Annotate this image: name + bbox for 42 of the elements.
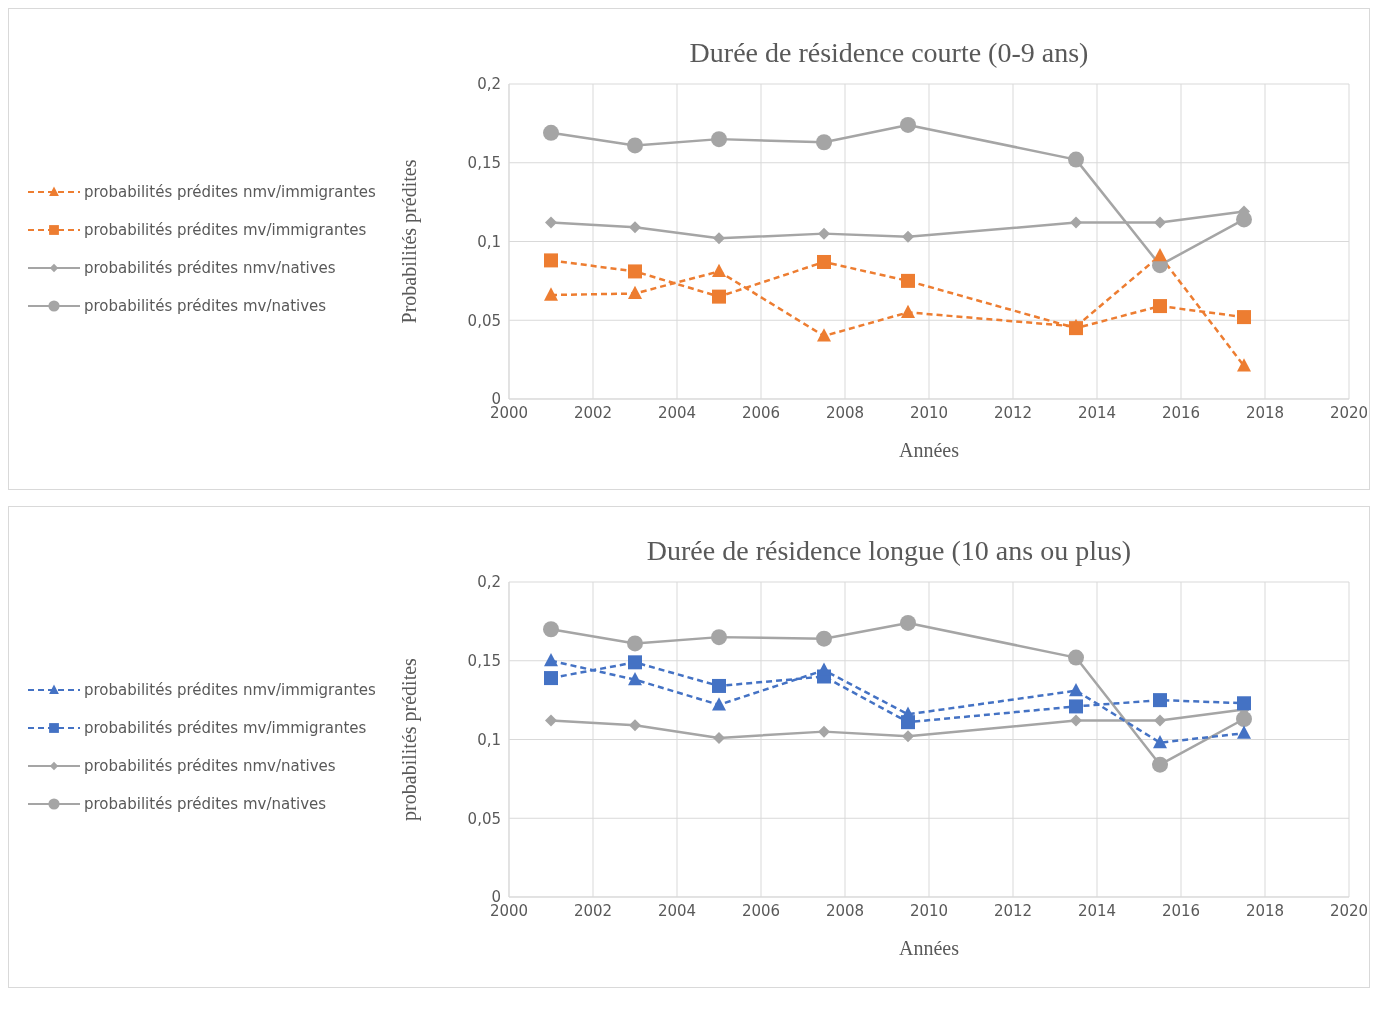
x-tick-label: 2010 (909, 901, 949, 920)
y-tick-label: 0,1 (477, 730, 501, 749)
x-tick-label: 2008 (825, 403, 865, 422)
x-tick-label: 2010 (909, 403, 949, 422)
legend-label: probabilités prédites mv/natives (84, 795, 327, 813)
y-tick-label: 0,1 (477, 232, 501, 251)
x-tick-label: 2016 (1161, 901, 1201, 920)
x-tick-label: 2008 (825, 901, 865, 920)
y-axis-title: Probabilités prédites (398, 159, 422, 324)
chart-title: Durée de résidence courte (0-9 ans) (688, 37, 1090, 69)
y-axis-title: probabilités prédites (398, 657, 422, 821)
x-tick-label: 2020 (1329, 901, 1369, 920)
x-tick-label: 2018 (1245, 403, 1285, 422)
legend-label: probabilités prédites nmv/immigrantes (84, 183, 376, 201)
x-tick-label: 2012 (993, 403, 1033, 422)
chart-title: Durée de résidence longue (10 ans ou plus) (645, 535, 1133, 567)
y-tick-label: 0,15 (467, 652, 501, 671)
x-tick-label: 2018 (1245, 901, 1285, 920)
y-tick-label: 0,15 (467, 154, 501, 173)
x-tick-label: 2004 (657, 901, 697, 920)
x-tick-label: 2016 (1161, 403, 1201, 422)
legend-label: probabilités prédites mv/natives (84, 297, 327, 315)
x-axis-title: Années (899, 439, 960, 461)
x-tick-label: 2002 (573, 901, 613, 920)
y-tick-label: 0,2 (477, 75, 501, 94)
legend-label: probabilités prédites nmv/immigrantes (84, 681, 376, 699)
y-tick-label: 0,05 (467, 311, 501, 330)
y-tick-label: 0,05 (467, 809, 501, 828)
legend-label: probabilités prédites mv/immigrantes (84, 719, 367, 737)
legend-label: probabilités prédites nmv/natives (84, 757, 336, 775)
x-tick-label: 2004 (657, 403, 697, 422)
legend-label: probabilités prédites nmv/natives (84, 259, 336, 277)
y-tick-label: 0,2 (477, 573, 501, 592)
x-tick-label: 2014 (1077, 901, 1117, 920)
x-tick-label: 2012 (993, 901, 1033, 920)
x-tick-label: 2020 (1329, 403, 1369, 422)
legend-label: probabilités prédites mv/immigrantes (84, 221, 367, 239)
x-tick-label: 2014 (1077, 403, 1117, 422)
x-axis-title: Années (899, 937, 960, 959)
x-tick-label: 2006 (741, 901, 781, 920)
x-tick-label: 2002 (573, 403, 613, 422)
x-tick-label: 2006 (741, 403, 781, 422)
